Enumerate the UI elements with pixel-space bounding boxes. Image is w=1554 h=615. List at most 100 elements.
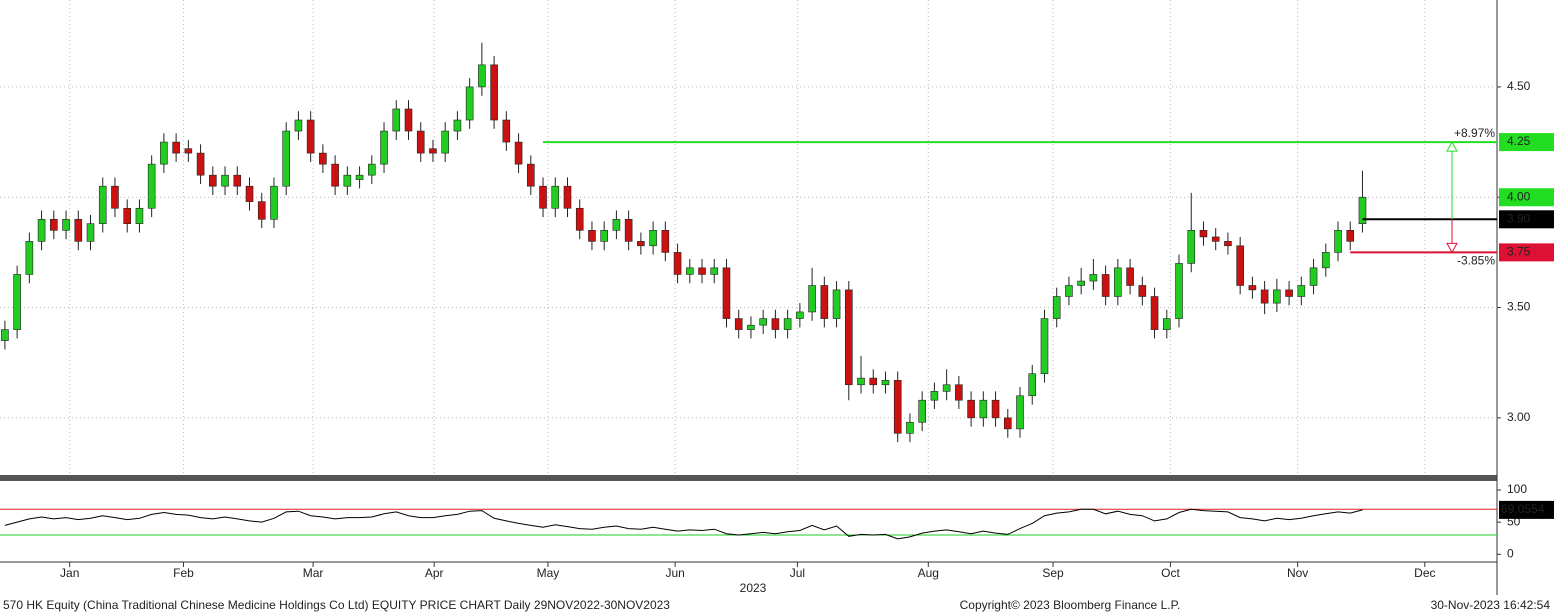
candle-body — [979, 399, 988, 419]
candle-body — [722, 267, 731, 319]
candle-body — [135, 207, 144, 225]
candle-body — [233, 174, 242, 187]
candle-body — [575, 207, 584, 231]
level-label: 3.90 — [1507, 211, 1531, 225]
y-tick-label: 4.50 — [1507, 79, 1531, 93]
candle-body — [282, 130, 290, 187]
candle-body — [808, 285, 816, 313]
candle-body — [429, 148, 437, 154]
candle-body — [1162, 318, 1171, 330]
candle-body — [930, 391, 939, 401]
rsi-line — [4, 508, 1363, 540]
panel-separator — [0, 475, 1497, 481]
candle-body — [257, 201, 266, 220]
candle-body — [1224, 241, 1232, 247]
candle-body — [1334, 230, 1342, 253]
candle-body — [404, 108, 413, 132]
x-tick-label: Jul — [790, 566, 805, 580]
candle-body — [343, 174, 352, 187]
y-tick-label: 3.00 — [1507, 410, 1531, 424]
candle-body — [147, 163, 156, 209]
candle-body — [869, 377, 878, 386]
candle-body — [1236, 245, 1244, 286]
candle-body — [172, 141, 180, 154]
candle-body — [881, 380, 890, 386]
footer-left: 570 HK Equity (China Traditional Chinese… — [3, 598, 670, 612]
candle-body — [624, 218, 633, 242]
candle-body — [1028, 373, 1037, 397]
candle-body — [796, 311, 804, 319]
level-box — [1499, 243, 1554, 262]
x-tick-label: Jan — [60, 566, 79, 580]
candle-body — [368, 163, 376, 176]
candle-body — [893, 380, 902, 434]
candle-body — [685, 267, 694, 275]
candle-body — [1346, 230, 1355, 242]
candle-body — [637, 241, 645, 247]
candle-body — [62, 218, 70, 231]
x-tick-label: May — [537, 566, 560, 580]
level-box — [1499, 133, 1554, 152]
candle-body — [661, 230, 670, 253]
candle-body — [502, 119, 511, 143]
candle-body — [514, 141, 523, 165]
rsi-tick-label: 0 — [1507, 546, 1514, 560]
candle-body — [196, 152, 205, 176]
candle-body — [747, 324, 755, 330]
candle-body — [355, 174, 364, 180]
candle-body — [918, 399, 926, 423]
candle-body — [759, 318, 767, 326]
candle-body — [1248, 285, 1257, 291]
candle-body — [306, 119, 315, 154]
level-label: 4.25 — [1507, 134, 1531, 148]
candle-body — [539, 185, 547, 209]
level-pct: -3.85% — [1457, 254, 1495, 268]
level-box — [1499, 210, 1554, 229]
candle-body — [1065, 285, 1073, 297]
candle-body — [13, 274, 21, 330]
x-tick-label: Aug — [918, 566, 939, 580]
candle-body — [184, 148, 193, 154]
arrow-down-head — [1446, 242, 1458, 254]
candle-body — [1016, 395, 1024, 430]
candle-body — [37, 218, 46, 242]
candle-body — [1003, 417, 1012, 430]
candle-body — [820, 285, 829, 319]
candle-body — [710, 267, 719, 275]
candle-body — [490, 64, 498, 121]
candle-body — [991, 399, 1000, 419]
year-label: 2023 — [740, 581, 767, 595]
candle-body — [955, 384, 963, 401]
candle-body — [50, 218, 58, 231]
candle-body — [1077, 280, 1085, 286]
candle-body — [98, 185, 107, 225]
candle-body — [294, 119, 303, 132]
candle-body — [1273, 289, 1281, 304]
candle-body — [1211, 236, 1220, 242]
candle-body — [563, 185, 572, 209]
candle-body — [600, 230, 608, 242]
candle-body — [649, 230, 657, 247]
candle-body — [478, 64, 486, 88]
candle-body — [1285, 289, 1293, 297]
candle-body — [1101, 274, 1110, 297]
candle-body — [734, 318, 743, 330]
candle-body — [1199, 230, 1208, 238]
rsi-tick-label: 100 — [1507, 482, 1527, 496]
candle-body — [1040, 318, 1049, 375]
candle-body — [160, 141, 168, 165]
candle-body — [942, 384, 951, 392]
candle-body — [453, 119, 462, 132]
candle-body — [771, 318, 780, 330]
candle-body — [111, 185, 119, 209]
candle-body — [74, 218, 83, 242]
candle-body — [1321, 252, 1330, 269]
candle-body — [1126, 267, 1134, 286]
footer-right: 30-Nov-2023 16:42:54 — [1431, 598, 1551, 612]
candle-body — [209, 174, 217, 187]
x-tick-label: Apr — [425, 566, 444, 580]
arrow-up-head — [1446, 141, 1458, 152]
x-tick-label: Sep — [1042, 566, 1064, 580]
candle-body — [1309, 267, 1318, 286]
